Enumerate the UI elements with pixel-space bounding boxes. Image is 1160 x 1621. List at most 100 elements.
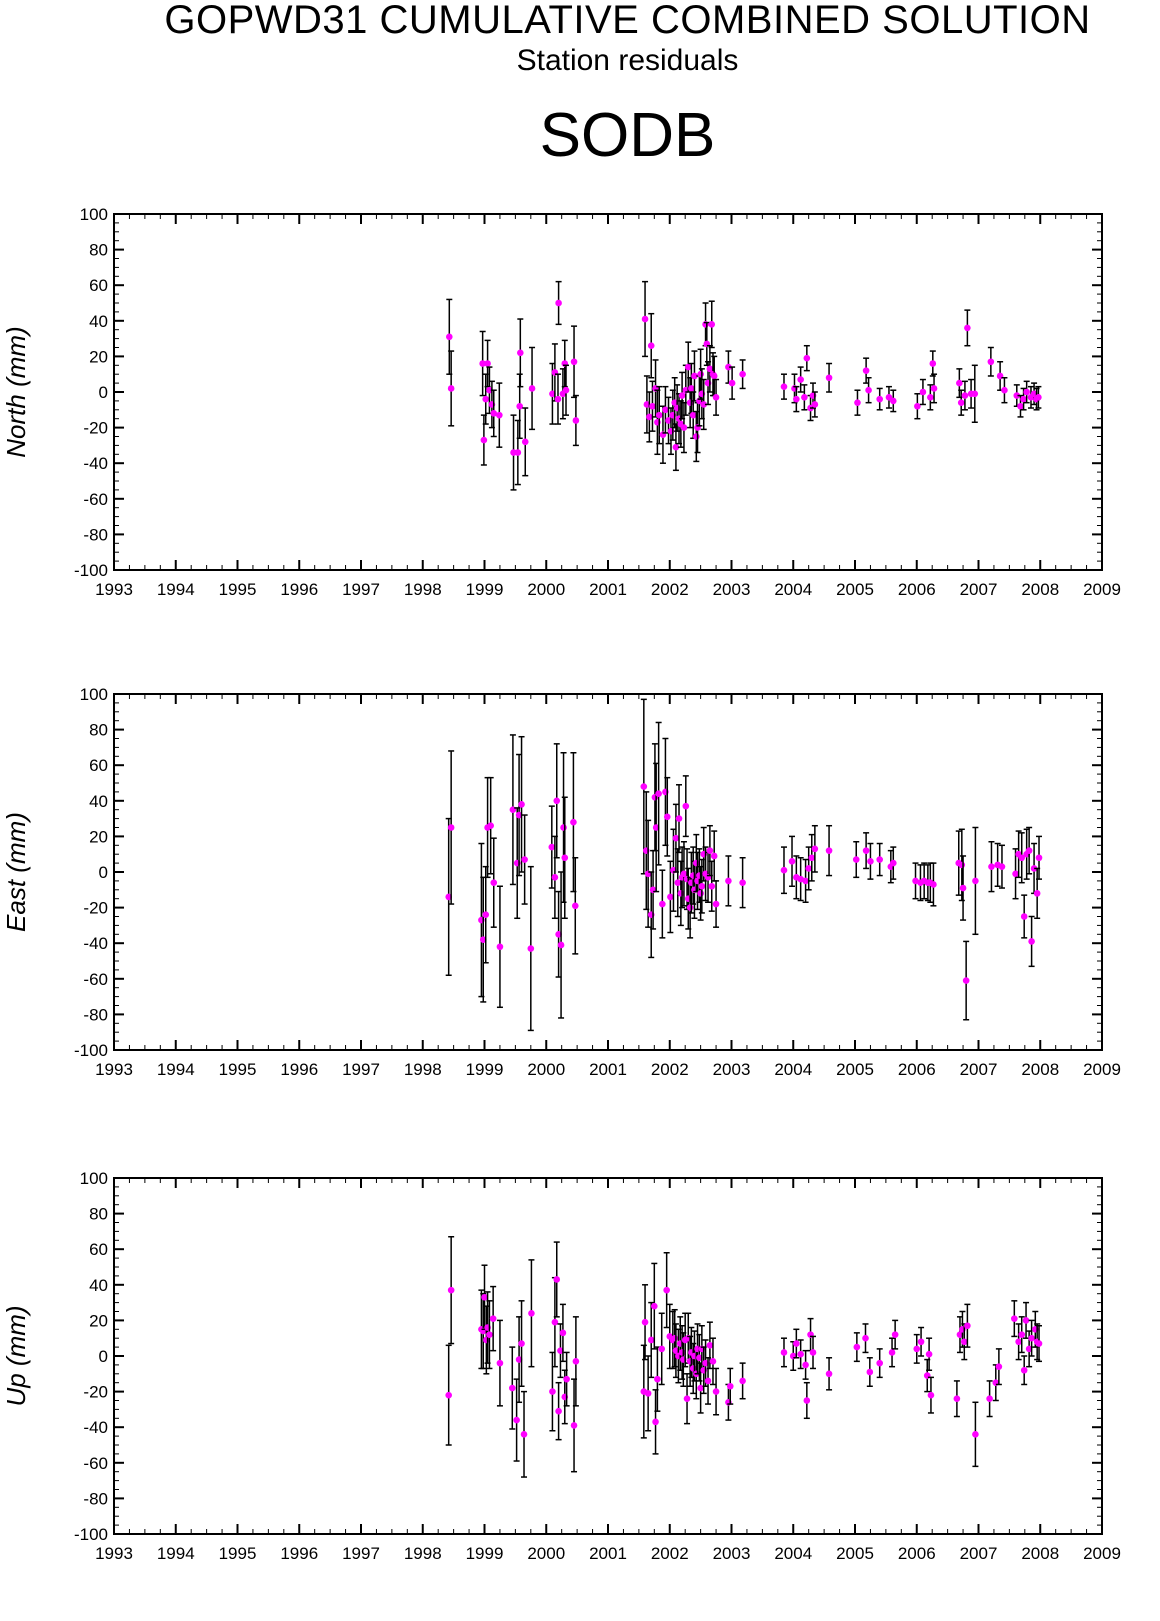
data-point (825, 1370, 833, 1378)
data-point (706, 365, 714, 373)
data-point (854, 399, 861, 406)
data-point (825, 374, 833, 382)
data-point (489, 1315, 497, 1322)
data-point (518, 801, 525, 808)
x-tick-label: 2009 (1083, 1060, 1121, 1079)
y-tick-label: -60 (83, 970, 108, 989)
data-point (652, 824, 660, 831)
data-point (647, 1336, 655, 1344)
data-point (811, 845, 819, 853)
data-point (700, 401, 708, 408)
data-point (674, 879, 682, 886)
panel-east: 1993 1994 1995 1996 1997 1998 1999 2000 2001 2002… (1, 685, 1121, 1079)
data-point (686, 1358, 694, 1365)
data-point (555, 931, 562, 938)
data-point (570, 1422, 578, 1429)
data-point (1017, 402, 1024, 410)
y-tick-label: 40 (89, 1276, 108, 1295)
y-tick-label: 60 (89, 276, 108, 295)
data-point (925, 1350, 933, 1358)
x-tick-label: 1995 (219, 1544, 257, 1563)
y-tick-label: 80 (89, 241, 108, 260)
data-point (957, 399, 965, 406)
data-point (780, 383, 788, 390)
data-point (953, 1395, 961, 1403)
data-point (867, 858, 874, 865)
x-tick-label: 2008 (1021, 580, 1059, 599)
x-tick-label: 2003 (713, 580, 751, 599)
data-point (780, 1349, 788, 1356)
data-point (548, 843, 556, 851)
data-point (641, 315, 649, 323)
data-point (927, 1391, 935, 1399)
x-tick-label: 1997 (342, 1060, 380, 1079)
data-point (1018, 1331, 1026, 1338)
data-point (672, 1347, 680, 1354)
data-point (862, 847, 870, 854)
data-point (644, 1390, 652, 1397)
x-tick-label: 2002 (651, 580, 689, 599)
x-tick-label: 1998 (404, 580, 442, 599)
x-tick-label: 1998 (404, 1544, 442, 1563)
data-point (958, 861, 966, 869)
data-point (797, 376, 804, 383)
data-point (651, 1302, 658, 1310)
data-point (563, 1375, 570, 1383)
data-point (658, 1345, 666, 1353)
data-point (1022, 1317, 1030, 1324)
data-point (549, 1388, 556, 1395)
data-point (643, 401, 651, 408)
y-tick-label: -40 (83, 1418, 108, 1437)
data-point (677, 890, 685, 897)
x-tick-label: 1999 (466, 1544, 504, 1563)
data-point (691, 372, 698, 380)
y-tick-label: 40 (89, 792, 108, 811)
data-point (683, 1395, 691, 1403)
y-axis-title: Up (mm) (1, 1305, 31, 1406)
data-point (570, 818, 577, 826)
data-point (1015, 1338, 1022, 1346)
y-tick-label: 100 (80, 205, 108, 224)
x-tick-label: 2000 (527, 580, 565, 599)
data-point (528, 1309, 535, 1317)
data-point (995, 1363, 1003, 1370)
data-point (678, 1349, 686, 1356)
y-tick-label: -20 (83, 419, 108, 438)
y-tick-label: 20 (89, 1311, 108, 1330)
x-tick-label: 2005 (836, 1060, 874, 1079)
data-point (517, 349, 524, 357)
data-point (496, 943, 504, 951)
data-point (739, 1377, 746, 1385)
data-point (447, 1286, 455, 1294)
data-point (1028, 938, 1035, 945)
panel-up: 1993 1994 1995 1996 1997 1998 1999 2000 2001 2002… (1, 1169, 1121, 1563)
y-tick-label: -80 (83, 1005, 108, 1024)
x-tick-label: 2002 (651, 1544, 689, 1563)
data-point (919, 388, 927, 396)
data-point (1035, 854, 1043, 862)
data-point (805, 865, 812, 872)
data-point (1030, 865, 1038, 872)
data-point (986, 1395, 993, 1403)
plot-frame (113, 213, 1103, 571)
y-tick-label: -100 (74, 1041, 108, 1060)
data-point (1028, 1334, 1035, 1342)
data-point (445, 893, 452, 901)
data-point (663, 813, 671, 821)
y-tick-label: 0 (99, 1347, 108, 1366)
data-point (654, 1375, 661, 1383)
y-tick-label: -40 (83, 934, 108, 953)
data-point (802, 1361, 809, 1369)
x-tick-label: 1994 (157, 580, 195, 599)
data-point (484, 360, 491, 367)
data-point (479, 360, 486, 367)
y-tick-label: -60 (83, 490, 108, 509)
data-point (825, 847, 833, 854)
x-tick-label: 2002 (651, 1060, 689, 1079)
data-point (712, 1388, 720, 1395)
data-point (447, 824, 455, 831)
data-point (1011, 1315, 1018, 1322)
data-point (672, 443, 680, 451)
data-point (665, 417, 672, 424)
y-tick-label: -40 (83, 454, 108, 473)
